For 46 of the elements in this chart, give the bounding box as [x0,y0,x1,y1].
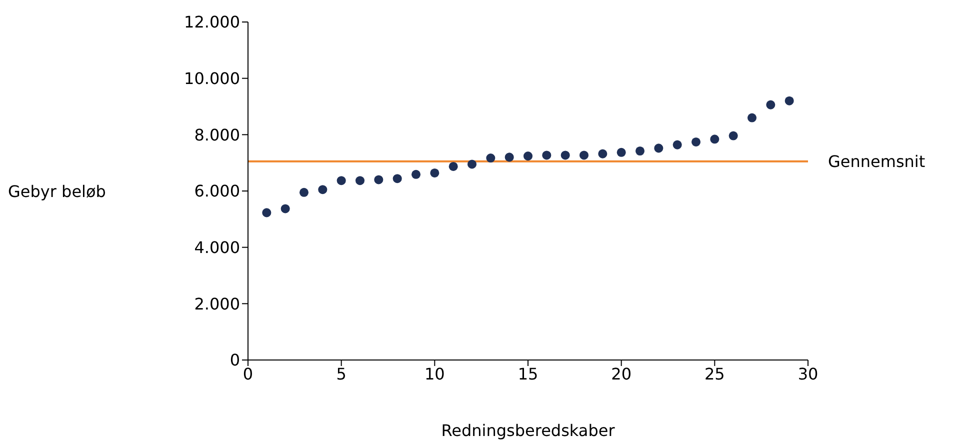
y-axis-title: Gebyr beløb [8,182,106,201]
point [728,131,738,140]
point [542,150,552,160]
x-tick-label: 25 [704,364,725,384]
point [467,160,477,169]
point [710,134,720,144]
y-tick-label: 12.000 [184,12,240,32]
point [598,149,608,158]
point [430,168,440,178]
point [355,176,365,186]
y-tick-label: 10.000 [184,69,240,88]
point [523,152,533,161]
point [747,113,757,122]
x-tick-label: 5 [336,364,346,384]
point [635,146,645,156]
point [318,185,328,194]
point [691,137,701,146]
point [504,152,514,162]
point [411,170,421,179]
point [616,148,626,157]
point [654,144,664,153]
x-tick-label: 0 [242,364,254,384]
point [374,175,384,184]
point [299,188,309,197]
point [784,96,794,106]
y-tick-label: 2.000 [194,294,240,314]
point [262,208,272,218]
ref-line-label: Gennemsnit [828,152,926,172]
x-axis-title: Redningsberedskaber [440,421,616,440]
point [560,150,570,160]
x-tick-label: 10 [424,364,445,384]
point [392,174,402,184]
point [280,204,290,214]
point [579,150,589,160]
y-tick-label: 4.000 [194,238,240,258]
point [766,100,776,110]
y-tick-label: 6.000 [194,182,240,201]
y-tick-label: 8.000 [194,125,240,144]
point [486,154,496,163]
x-tick-label: 30 [798,364,818,384]
x-tick-label: 15 [518,364,538,384]
point [672,140,682,150]
point [448,162,458,171]
y-tick-label: 0 [230,350,240,370]
x-tick-label: 20 [611,364,632,384]
point [336,176,346,186]
